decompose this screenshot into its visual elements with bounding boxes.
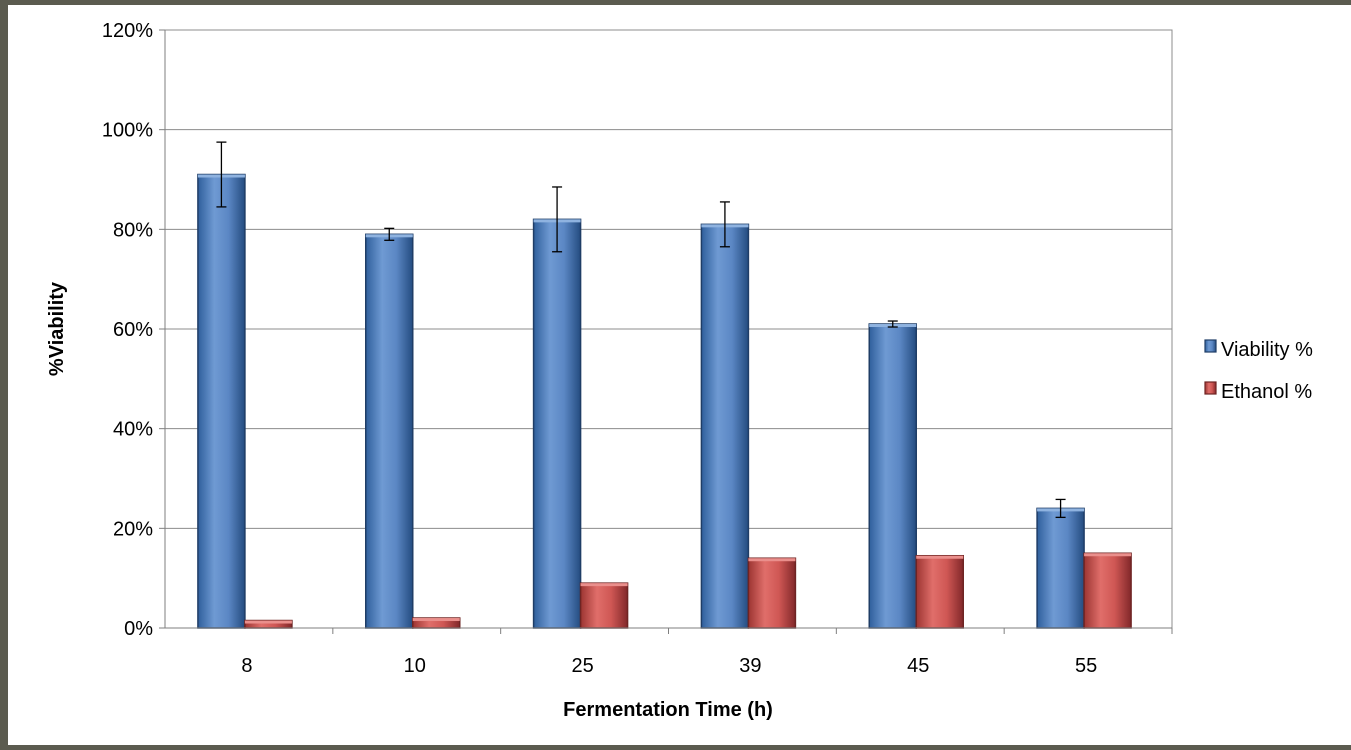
viability-bar [532,218,582,629]
y-tick-label: 80% [113,219,153,241]
y-tick-label: 120% [102,20,153,42]
legend-label: Viability % [1221,339,1313,361]
ethanol-bar [915,554,964,629]
y-axis-ticks: 0% 20% 40% 60% 80% 100% 120% [102,20,165,640]
ethanol-bar [747,557,797,629]
x-tick-label: 45 [907,655,929,677]
bar-top-highlight [412,618,460,622]
viability-bar [700,223,750,629]
x-tick-label: 39 [739,655,761,677]
bar-top-highlight [748,558,796,562]
legend: Viability % Ethanol % [1204,339,1313,403]
x-tick-label: 55 [1075,655,1097,677]
error-bars [216,141,1066,519]
ethanol-bar [579,582,629,629]
y-tick-label: 60% [113,319,153,341]
y-tick-label: 40% [113,419,153,441]
x-tick-label: 10 [404,655,426,677]
x-axis-ticks: 8 10 25 39 45 55 [241,628,1173,677]
legend-label: Ethanol % [1221,381,1312,403]
x-axis-title: Fermentation Time (h) [563,699,773,721]
bar-top-highlight [916,555,964,559]
x-tick-label: 25 [571,655,593,677]
viability-bar [197,173,246,629]
bars [197,173,1132,629]
bar-top-highlight [244,620,292,624]
legend-swatch [1204,339,1217,353]
y-tick-label: 100% [102,120,153,142]
legend-swatch [1204,381,1217,395]
viability-bar [365,233,414,629]
y-tick-label: 20% [113,518,153,540]
bar-top-highlight [1084,553,1132,557]
viability-bar [1036,507,1085,629]
ethanol-bar [1083,552,1132,629]
bar-chart: 0% 20% 40% 60% 80% 100% 120% 8 10 25 39 45 55 Ferme… [46,20,1313,721]
bar-top-highlight [580,583,628,587]
x-tick-label: 8 [241,655,252,677]
chart-panel: 0% 20% 40% 60% 80% 100% 120% 8 10 25 39 45 55 Ferme… [8,5,1351,745]
gridlines [165,29,1172,529]
y-tick-label: 0% [124,618,153,640]
y-axis-title: %Viability [46,281,68,376]
viability-bar [868,323,917,629]
